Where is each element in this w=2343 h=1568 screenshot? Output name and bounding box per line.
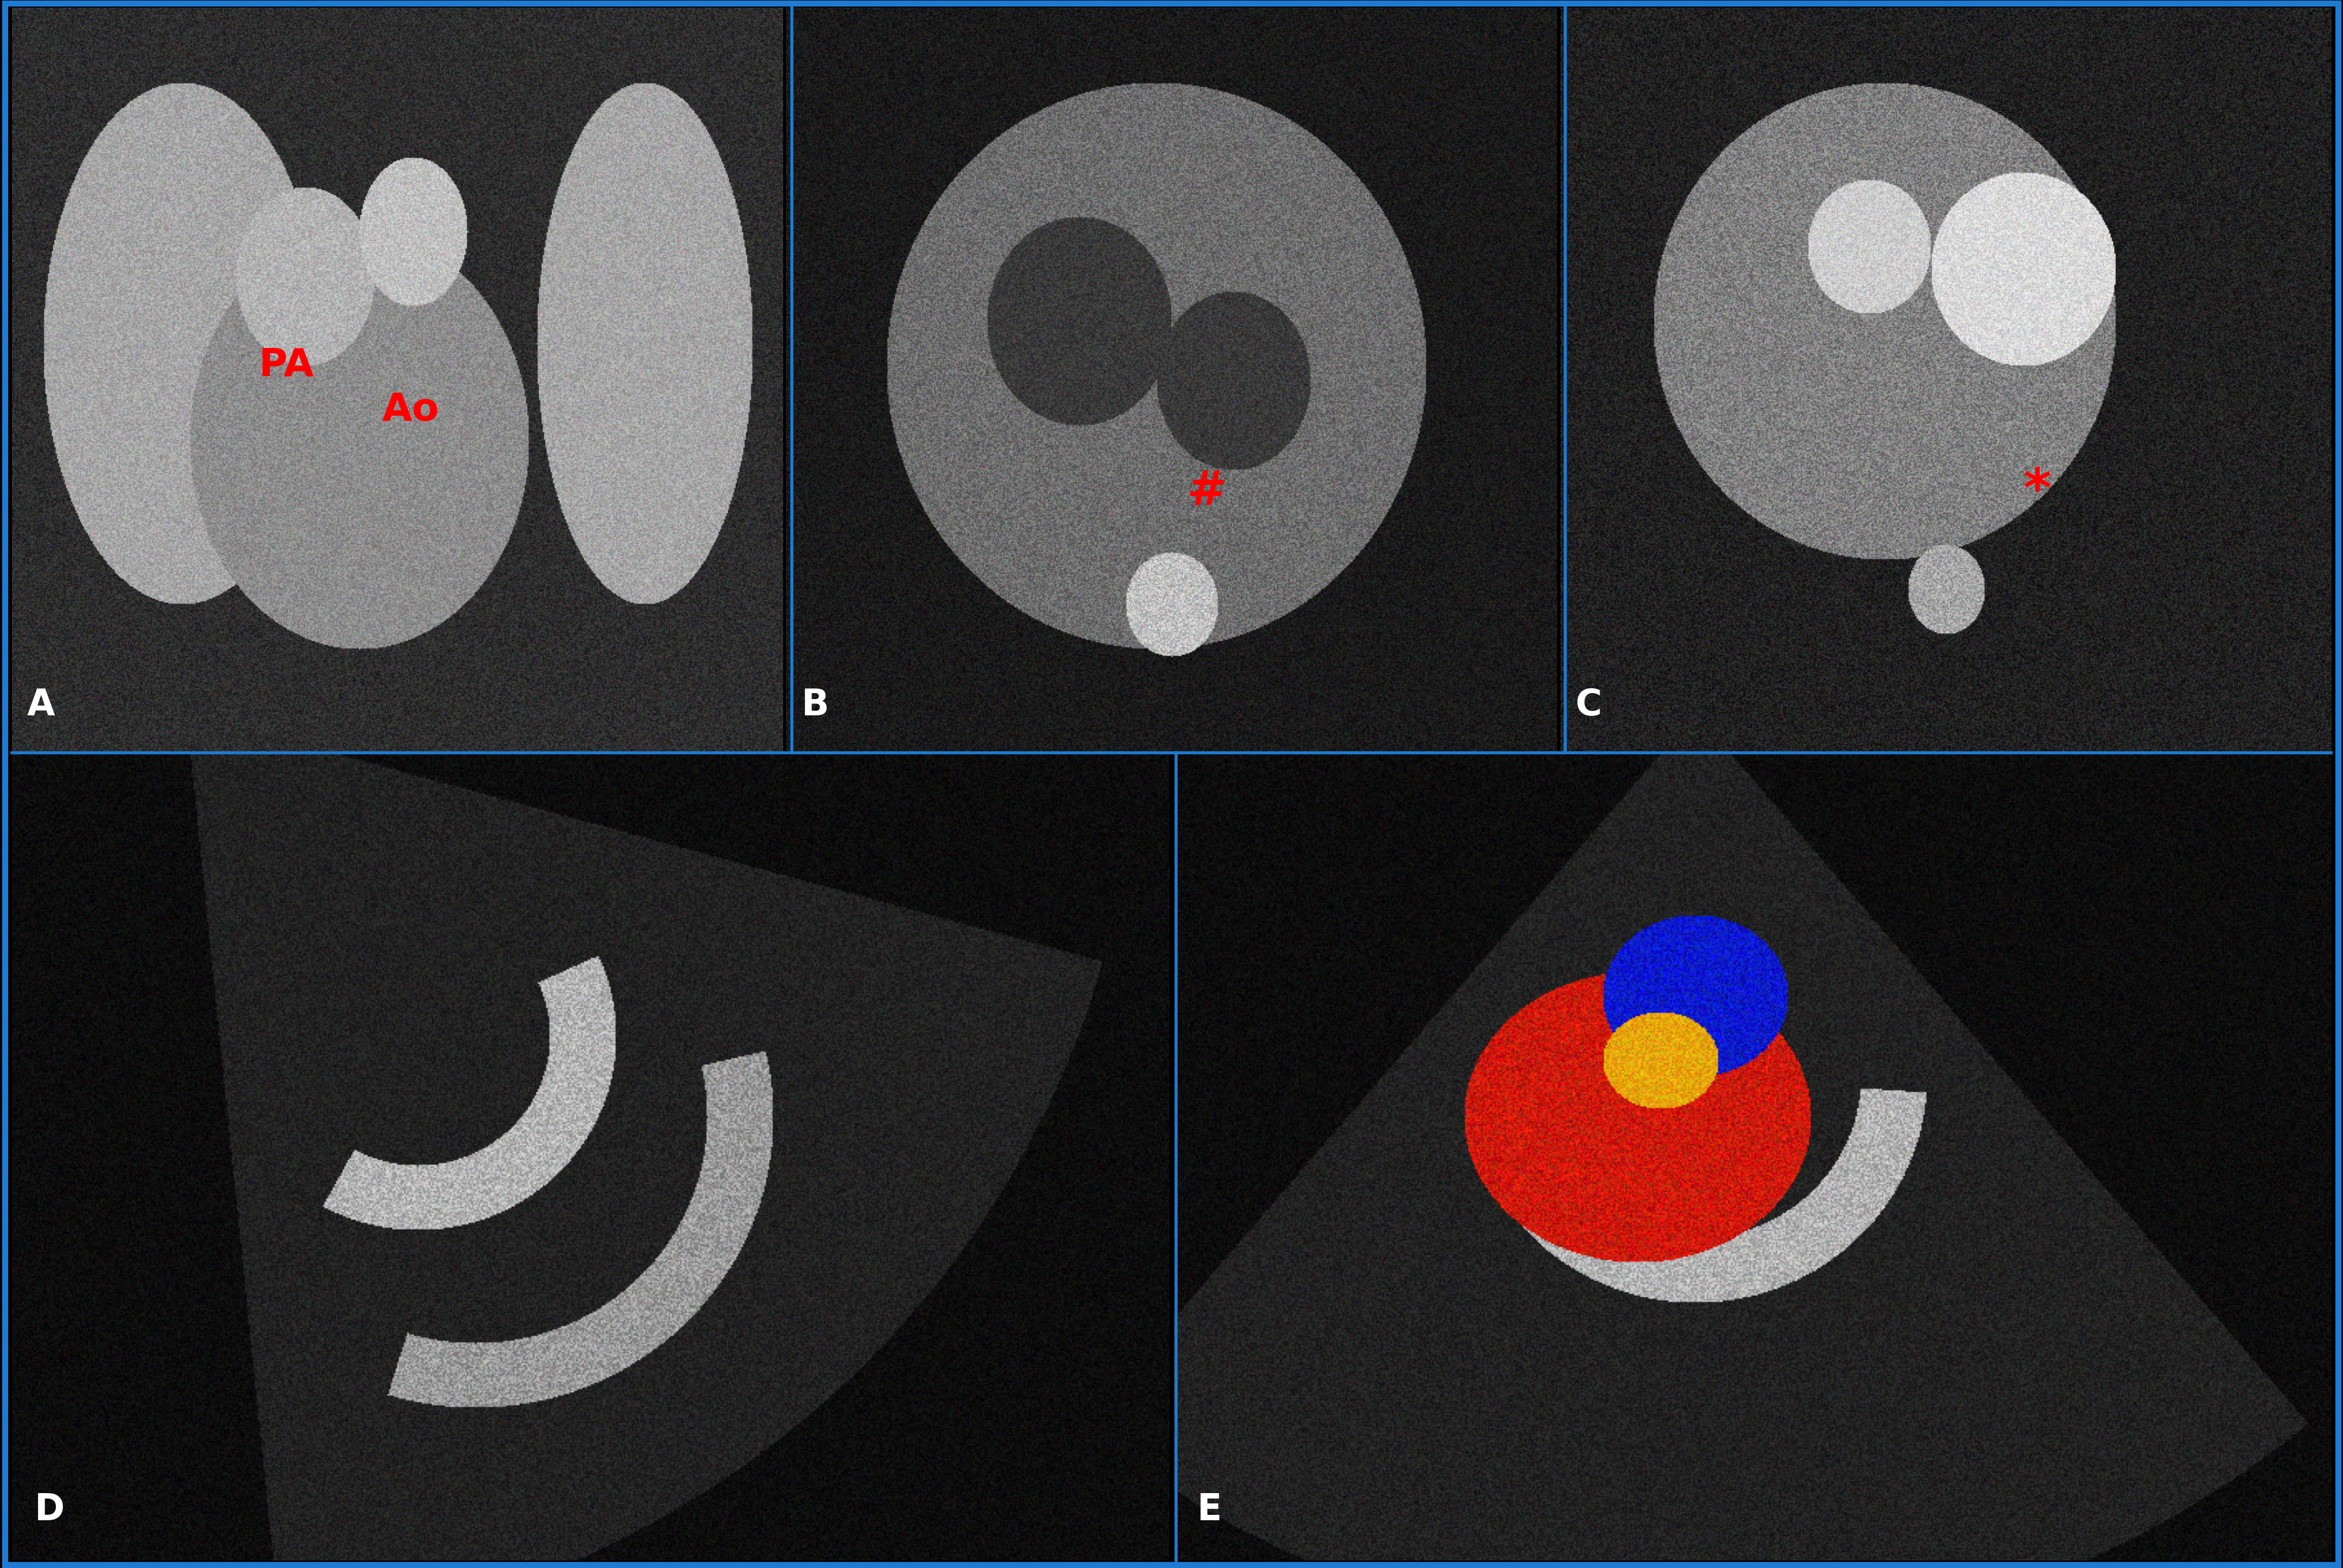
Text: Ao: Ao [382,392,438,430]
Text: #: # [1188,469,1228,516]
Text: A: A [28,687,56,723]
Text: *: * [2022,466,2050,519]
Text: C: C [1574,687,1603,723]
Text: D: D [35,1493,66,1527]
Text: E: E [1197,1493,1221,1527]
Text: PA: PA [258,347,314,384]
Text: B: B [801,687,829,723]
